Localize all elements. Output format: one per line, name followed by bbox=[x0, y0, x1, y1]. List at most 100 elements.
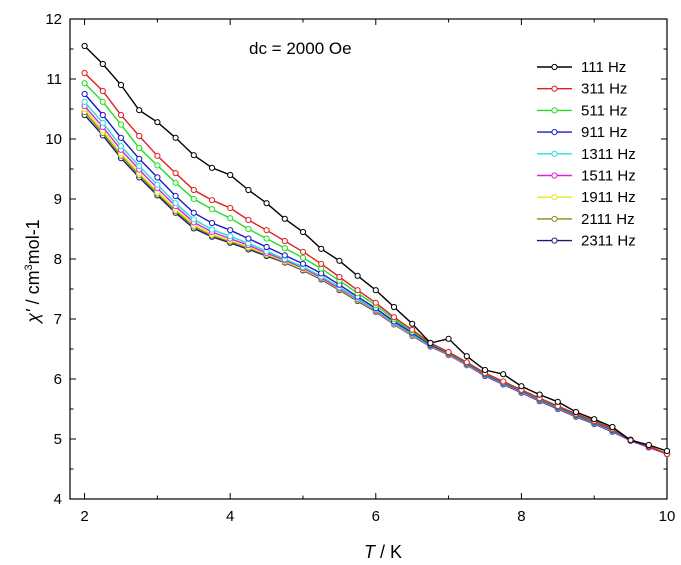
data-point bbox=[172, 179, 179, 186]
data-point bbox=[354, 272, 361, 279]
data-point bbox=[281, 237, 288, 245]
series-line bbox=[84, 108, 668, 455]
data-point bbox=[318, 245, 325, 252]
legend-entry: 1311 Hz bbox=[537, 146, 636, 163]
y-tick-label: 7 bbox=[54, 311, 62, 328]
data-point bbox=[372, 299, 379, 306]
chart-annotation: dc = 2000 Oe bbox=[249, 39, 352, 58]
data-point bbox=[281, 245, 288, 252]
data-point bbox=[117, 121, 125, 128]
x-tick-label: 8 bbox=[517, 508, 525, 525]
data-point bbox=[172, 134, 179, 141]
data-point bbox=[663, 447, 671, 455]
legend-label: 511 Hz bbox=[581, 102, 627, 119]
data-point bbox=[227, 215, 234, 222]
data-point bbox=[227, 204, 234, 212]
data-point bbox=[81, 80, 88, 87]
legend-entry: 911 Hz bbox=[537, 124, 627, 141]
data-point bbox=[263, 227, 270, 234]
series-111-hz bbox=[81, 42, 671, 455]
legend-entry: 311 Hz bbox=[537, 81, 627, 98]
y-axis-unit-suffix: mol-1 bbox=[23, 219, 43, 264]
data-point bbox=[245, 235, 252, 242]
data-point bbox=[390, 314, 398, 321]
data-point bbox=[263, 200, 270, 207]
legend-swatch-marker bbox=[551, 63, 558, 71]
data-point bbox=[190, 152, 197, 159]
data-point bbox=[190, 209, 197, 216]
data-point bbox=[227, 171, 234, 179]
y-axis-unit-sup: 3 bbox=[23, 264, 35, 270]
series-line bbox=[84, 45, 668, 452]
data-point bbox=[172, 170, 179, 177]
legend-swatch-marker bbox=[551, 129, 558, 136]
legend-label: 2111 Hz bbox=[581, 211, 635, 228]
data-point bbox=[336, 273, 343, 281]
series-line bbox=[84, 93, 668, 455]
data-point bbox=[609, 423, 616, 431]
data-point bbox=[445, 348, 452, 356]
data-point bbox=[263, 235, 270, 242]
y-tick-label: 9 bbox=[54, 191, 62, 208]
legend-label: 1911 Hz bbox=[581, 189, 636, 206]
data-point bbox=[591, 416, 598, 423]
data-point bbox=[154, 119, 161, 126]
data-point bbox=[427, 339, 434, 347]
legend-swatch-marker bbox=[551, 150, 558, 157]
plot-area bbox=[69, 18, 668, 500]
data-point bbox=[627, 437, 634, 444]
x-tick-label: 10 bbox=[659, 508, 676, 525]
legend-label: 1511 Hz bbox=[581, 168, 636, 185]
x-axis-unit: / K bbox=[375, 542, 402, 562]
x-axis-symbol: T bbox=[364, 542, 377, 562]
data-point bbox=[500, 371, 507, 378]
legend-swatch-marker bbox=[551, 215, 558, 222]
data-point bbox=[263, 243, 270, 251]
data-point bbox=[172, 192, 179, 200]
legend-entry: 1511 Hz bbox=[537, 168, 636, 185]
y-tick-label: 12 bbox=[45, 11, 62, 28]
data-point bbox=[136, 132, 143, 140]
data-point bbox=[208, 219, 216, 227]
data-point bbox=[281, 215, 288, 222]
data-point bbox=[390, 303, 398, 311]
data-point bbox=[354, 287, 361, 294]
data-point bbox=[554, 398, 561, 405]
x-tick-label: 6 bbox=[372, 508, 380, 525]
x-axis-title: T / K bbox=[364, 542, 402, 562]
data-point bbox=[154, 162, 161, 169]
data-point bbox=[99, 60, 106, 68]
legend-swatch-marker bbox=[551, 85, 558, 92]
data-point bbox=[136, 155, 143, 162]
data-point bbox=[572, 408, 580, 416]
data-point bbox=[463, 353, 470, 360]
data-point bbox=[445, 335, 452, 342]
legend-label: 111 Hz bbox=[581, 59, 626, 76]
series-line bbox=[84, 101, 668, 455]
data-point bbox=[500, 378, 507, 385]
data-point bbox=[536, 391, 543, 398]
data-point bbox=[99, 119, 106, 126]
data-point bbox=[99, 111, 106, 119]
series-line bbox=[84, 72, 668, 455]
data-point bbox=[336, 257, 343, 264]
series-line bbox=[84, 111, 668, 455]
legend-swatch-marker bbox=[551, 107, 558, 114]
data-point bbox=[117, 111, 125, 119]
legend: 111 Hz 311 Hz 511 Hz 911 Hz 1311 Hz 1511 Hz 19… bbox=[537, 59, 636, 250]
data-point bbox=[81, 69, 88, 77]
series-line bbox=[84, 114, 668, 455]
series-2311-hz bbox=[81, 111, 671, 458]
data-point bbox=[645, 441, 652, 449]
data-point bbox=[190, 186, 197, 194]
data-point bbox=[518, 383, 525, 390]
data-point bbox=[117, 81, 125, 89]
data-point bbox=[81, 42, 88, 50]
data-point bbox=[208, 226, 216, 233]
legend-entry: 2111 Hz bbox=[537, 211, 635, 228]
legend-label: 2311 Hz bbox=[581, 233, 636, 250]
data-point bbox=[281, 252, 288, 259]
data-point bbox=[81, 98, 88, 105]
y-axis-symbol: χ' bbox=[23, 309, 43, 325]
